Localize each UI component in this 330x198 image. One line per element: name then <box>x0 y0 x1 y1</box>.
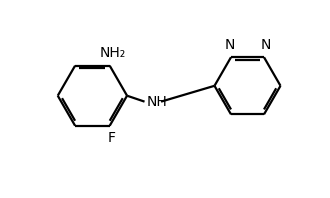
Text: N: N <box>260 38 271 52</box>
Text: NH: NH <box>146 95 167 109</box>
Text: N: N <box>224 38 235 52</box>
Text: NH₂: NH₂ <box>99 46 125 60</box>
Text: F: F <box>107 131 115 145</box>
